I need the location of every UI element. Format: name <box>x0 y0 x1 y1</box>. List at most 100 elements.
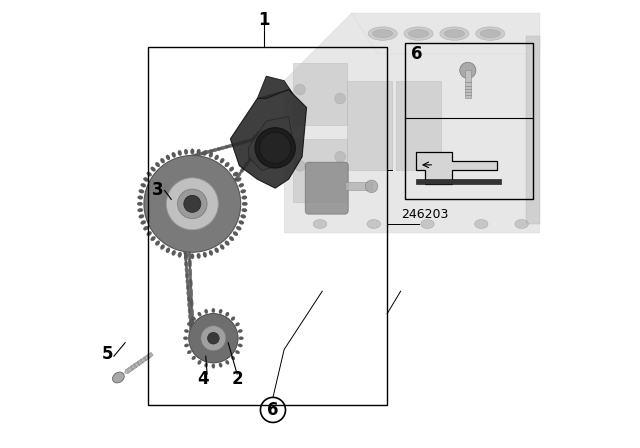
Ellipse shape <box>187 228 190 238</box>
Ellipse shape <box>145 209 148 215</box>
Ellipse shape <box>157 169 161 174</box>
Ellipse shape <box>147 172 152 176</box>
Ellipse shape <box>184 178 188 189</box>
Ellipse shape <box>147 354 151 358</box>
Circle shape <box>166 178 218 230</box>
Circle shape <box>365 180 378 193</box>
Ellipse shape <box>515 220 528 228</box>
Ellipse shape <box>408 30 429 38</box>
Ellipse shape <box>189 319 192 326</box>
Ellipse shape <box>234 341 237 349</box>
Ellipse shape <box>190 331 193 337</box>
Ellipse shape <box>236 177 241 181</box>
Ellipse shape <box>240 141 245 144</box>
Ellipse shape <box>147 214 150 220</box>
Ellipse shape <box>252 135 257 140</box>
Ellipse shape <box>157 233 161 238</box>
Polygon shape <box>257 76 293 99</box>
Ellipse shape <box>174 159 180 162</box>
Ellipse shape <box>232 143 237 146</box>
Ellipse shape <box>154 173 158 179</box>
Ellipse shape <box>203 150 207 155</box>
Ellipse shape <box>228 144 234 147</box>
Ellipse shape <box>212 205 218 211</box>
Ellipse shape <box>184 168 188 179</box>
Ellipse shape <box>143 177 148 181</box>
Ellipse shape <box>205 363 208 367</box>
Ellipse shape <box>209 250 213 255</box>
Ellipse shape <box>234 327 237 335</box>
Ellipse shape <box>189 238 193 244</box>
Ellipse shape <box>189 267 192 278</box>
Ellipse shape <box>188 296 191 302</box>
Ellipse shape <box>192 154 198 157</box>
Ellipse shape <box>170 160 175 164</box>
Bar <box>405 43 532 199</box>
Ellipse shape <box>184 249 187 255</box>
Ellipse shape <box>141 359 145 362</box>
Bar <box>347 81 392 170</box>
Polygon shape <box>351 13 540 54</box>
Ellipse shape <box>191 317 194 328</box>
Ellipse shape <box>404 27 433 40</box>
Circle shape <box>260 132 291 164</box>
Ellipse shape <box>231 356 235 360</box>
Ellipse shape <box>248 155 253 162</box>
Circle shape <box>189 314 238 363</box>
Ellipse shape <box>225 360 229 364</box>
Ellipse shape <box>196 153 202 156</box>
Ellipse shape <box>165 241 170 245</box>
Ellipse shape <box>224 189 229 195</box>
Ellipse shape <box>143 226 148 230</box>
Ellipse shape <box>367 220 380 228</box>
Ellipse shape <box>235 334 238 342</box>
Bar <box>147 47 387 405</box>
Ellipse shape <box>260 129 266 133</box>
Text: 2: 2 <box>231 370 243 388</box>
Ellipse shape <box>147 188 150 194</box>
Ellipse shape <box>150 178 155 183</box>
Ellipse shape <box>240 167 245 173</box>
Ellipse shape <box>238 344 243 347</box>
Ellipse shape <box>255 160 260 164</box>
Ellipse shape <box>276 160 282 164</box>
Ellipse shape <box>184 253 188 258</box>
Ellipse shape <box>138 208 143 212</box>
Ellipse shape <box>372 30 393 38</box>
Ellipse shape <box>166 248 170 253</box>
Ellipse shape <box>260 163 266 167</box>
Ellipse shape <box>220 245 224 250</box>
Circle shape <box>201 326 226 351</box>
Polygon shape <box>284 13 540 233</box>
Ellipse shape <box>209 360 218 363</box>
Ellipse shape <box>244 161 249 168</box>
Ellipse shape <box>138 196 143 199</box>
Ellipse shape <box>198 360 201 364</box>
Ellipse shape <box>209 152 213 157</box>
Ellipse shape <box>242 196 247 199</box>
Ellipse shape <box>185 267 188 273</box>
Ellipse shape <box>188 302 191 308</box>
Ellipse shape <box>233 172 238 176</box>
Ellipse shape <box>145 193 148 199</box>
Ellipse shape <box>138 361 141 364</box>
Ellipse shape <box>244 140 250 143</box>
Ellipse shape <box>229 321 235 328</box>
Ellipse shape <box>236 172 241 178</box>
Ellipse shape <box>239 337 243 340</box>
Ellipse shape <box>216 199 221 206</box>
Circle shape <box>335 93 346 104</box>
Ellipse shape <box>196 354 204 360</box>
Ellipse shape <box>186 207 189 219</box>
Ellipse shape <box>212 148 218 152</box>
Ellipse shape <box>184 261 188 267</box>
Ellipse shape <box>214 248 219 253</box>
Ellipse shape <box>212 364 215 368</box>
Ellipse shape <box>147 214 150 220</box>
Ellipse shape <box>188 323 191 326</box>
Circle shape <box>207 332 219 344</box>
Bar <box>396 81 441 170</box>
Ellipse shape <box>188 247 191 258</box>
Ellipse shape <box>236 323 239 326</box>
Ellipse shape <box>252 155 257 161</box>
